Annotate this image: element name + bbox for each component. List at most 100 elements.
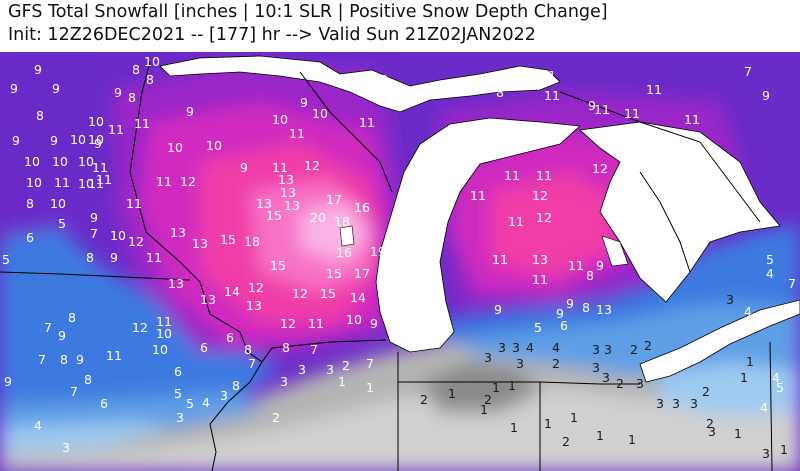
- snowfall-value-label: 20: [310, 210, 326, 225]
- map-header: GFS Total Snowfall [inches | 10:1 SLR | …: [0, 0, 800, 52]
- snowfall-value-label: 11: [108, 122, 124, 137]
- snowfall-value-label: 11: [359, 115, 375, 130]
- snowfall-value-label: 11: [156, 174, 172, 189]
- snowfall-value-label: 11: [470, 188, 486, 203]
- snowfall-value-label: 7: [788, 276, 796, 291]
- lake-erie: [639, 299, 800, 383]
- snowfall-value-label: 11: [92, 160, 108, 175]
- snowfall-value-label: 6: [174, 364, 182, 379]
- snowfall-value-label: 11: [544, 88, 560, 103]
- snowfall-value-label: 6: [560, 318, 568, 333]
- snowfall-value-label: 5: [534, 320, 542, 335]
- snowfall-value-label: 4: [34, 418, 42, 433]
- snowfall-value-label: 7: [744, 64, 752, 79]
- snowfall-value-label: 1: [740, 370, 748, 385]
- wi-il-boundary: [261, 339, 387, 363]
- lake-michigan: [375, 117, 581, 353]
- snowfall-value-label: 12: [180, 174, 196, 189]
- snowfall-value-label: 11: [540, 68, 556, 83]
- snowfall-value-label: 10: [78, 154, 94, 169]
- snowfall-value-label: 15: [266, 208, 282, 223]
- snowfall-value-label: 1: [734, 426, 742, 441]
- snowfall-value-label: 3: [62, 440, 70, 455]
- snowfall-value-label: 2: [552, 356, 560, 371]
- snowfall-value-label: 9: [628, 244, 636, 259]
- snowfall-value-label: 4: [526, 340, 534, 355]
- snowfall-value-label: 3: [672, 396, 680, 411]
- snowfall-value-label: 7: [90, 226, 98, 241]
- snowfall-value-label: 5: [186, 396, 194, 411]
- snowfall-value-label: 11: [106, 348, 122, 363]
- snowfall-value-label: 3: [516, 356, 524, 371]
- snowfall-value-label: 5: [2, 252, 10, 267]
- snowfall-value-label: 1: [596, 428, 604, 443]
- snowfall-value-label: 3: [726, 292, 734, 307]
- snowfall-value-label: 1: [508, 378, 516, 393]
- lake-superior: [159, 55, 561, 113]
- snowfall-value-label: 10: [52, 154, 68, 169]
- snowfall-value-label: 8: [582, 300, 590, 315]
- snowfall-value-label: 10: [78, 176, 94, 191]
- snowfall-value-label: 1: [746, 354, 754, 369]
- snowfall-value-label: 11: [646, 82, 662, 97]
- snowfall-value-label: 8: [132, 62, 140, 77]
- hot-pink-core-east: [490, 172, 620, 278]
- snowfall-value-label: 3: [602, 370, 610, 385]
- snowfall-value-label: 1: [780, 442, 788, 457]
- snowfall-value-label: 5: [58, 216, 66, 231]
- ia-mn-boundary: [0, 271, 191, 281]
- snowfall-value-label: 6: [26, 230, 34, 245]
- snowfall-value-label: 9: [110, 250, 118, 265]
- snowfall-value-label: 8: [60, 352, 68, 367]
- map-title: GFS Total Snowfall [inches | 10:1 SLR | …: [8, 2, 608, 22]
- snowfall-value-label: 3: [762, 446, 770, 461]
- snowfall-value-label: 3: [708, 424, 716, 439]
- snowfall-value-label: 3: [604, 342, 612, 357]
- snowfall-value-label: 9: [76, 352, 84, 367]
- snowfall-value-label: 9: [762, 88, 770, 103]
- snowfall-value-label: 11: [134, 116, 150, 131]
- snowfall-value-label: 3: [298, 362, 306, 377]
- snowfall-value-label: 13: [192, 236, 208, 251]
- snowfall-value-label: 11: [508, 214, 524, 229]
- snowfall-value-label: 9: [12, 133, 20, 148]
- snowfall-value-label: 3: [326, 362, 334, 377]
- snowfall-value-label: 12: [132, 320, 148, 335]
- dark-gray-patch: [420, 362, 540, 412]
- snowfall-value-label: 10: [152, 342, 168, 357]
- snowfall-value-label: 11: [624, 106, 640, 121]
- snowfall-value-label: 2: [420, 392, 428, 407]
- ont-border: [559, 91, 761, 223]
- snowfall-value-label: 10: [206, 138, 222, 153]
- snowfall-value-label: 5: [174, 386, 182, 401]
- snowfall-value-label: 4: [744, 304, 752, 319]
- snowfall-value-label: 2: [562, 434, 570, 449]
- snowfall-value-label: 1: [570, 410, 578, 425]
- snowfall-value-label: 11: [504, 168, 520, 183]
- snowfall-value-label: 11: [492, 252, 508, 267]
- snowfall-value-label: 9: [58, 328, 66, 343]
- snowfall-value-label: 8: [586, 268, 594, 283]
- snowfall-value-label: 13: [168, 276, 184, 291]
- snowfall-value-label: 9: [300, 95, 308, 110]
- snowfall-value-label: 6: [200, 340, 208, 355]
- snowfall-value-label: 8: [496, 85, 504, 100]
- snowfall-value-label: 9: [50, 133, 58, 148]
- snowfall-value-label: 10: [50, 196, 66, 211]
- light-gray-zone: [0, 388, 800, 471]
- ia-il-boundary: [209, 361, 263, 471]
- snowfall-value-label: 3: [498, 340, 506, 355]
- snowfall-value-label: 10: [110, 228, 126, 243]
- ont-inner-border: [639, 171, 691, 273]
- snowfall-value-label: 2: [272, 410, 280, 425]
- snowfall-value-label: 5: [766, 252, 774, 267]
- snowfall-value-label: 1: [628, 432, 636, 447]
- snowfall-value-label: 13: [256, 196, 272, 211]
- snowfall-value-label: 9: [556, 306, 564, 321]
- state-boundaries: [0, 61, 773, 471]
- snowfall-value-label: 14: [224, 284, 240, 299]
- snowfall-value-label: 12: [128, 234, 144, 249]
- snowfall-value-label: 9: [186, 104, 194, 119]
- snowfall-value-label: 8: [128, 90, 136, 105]
